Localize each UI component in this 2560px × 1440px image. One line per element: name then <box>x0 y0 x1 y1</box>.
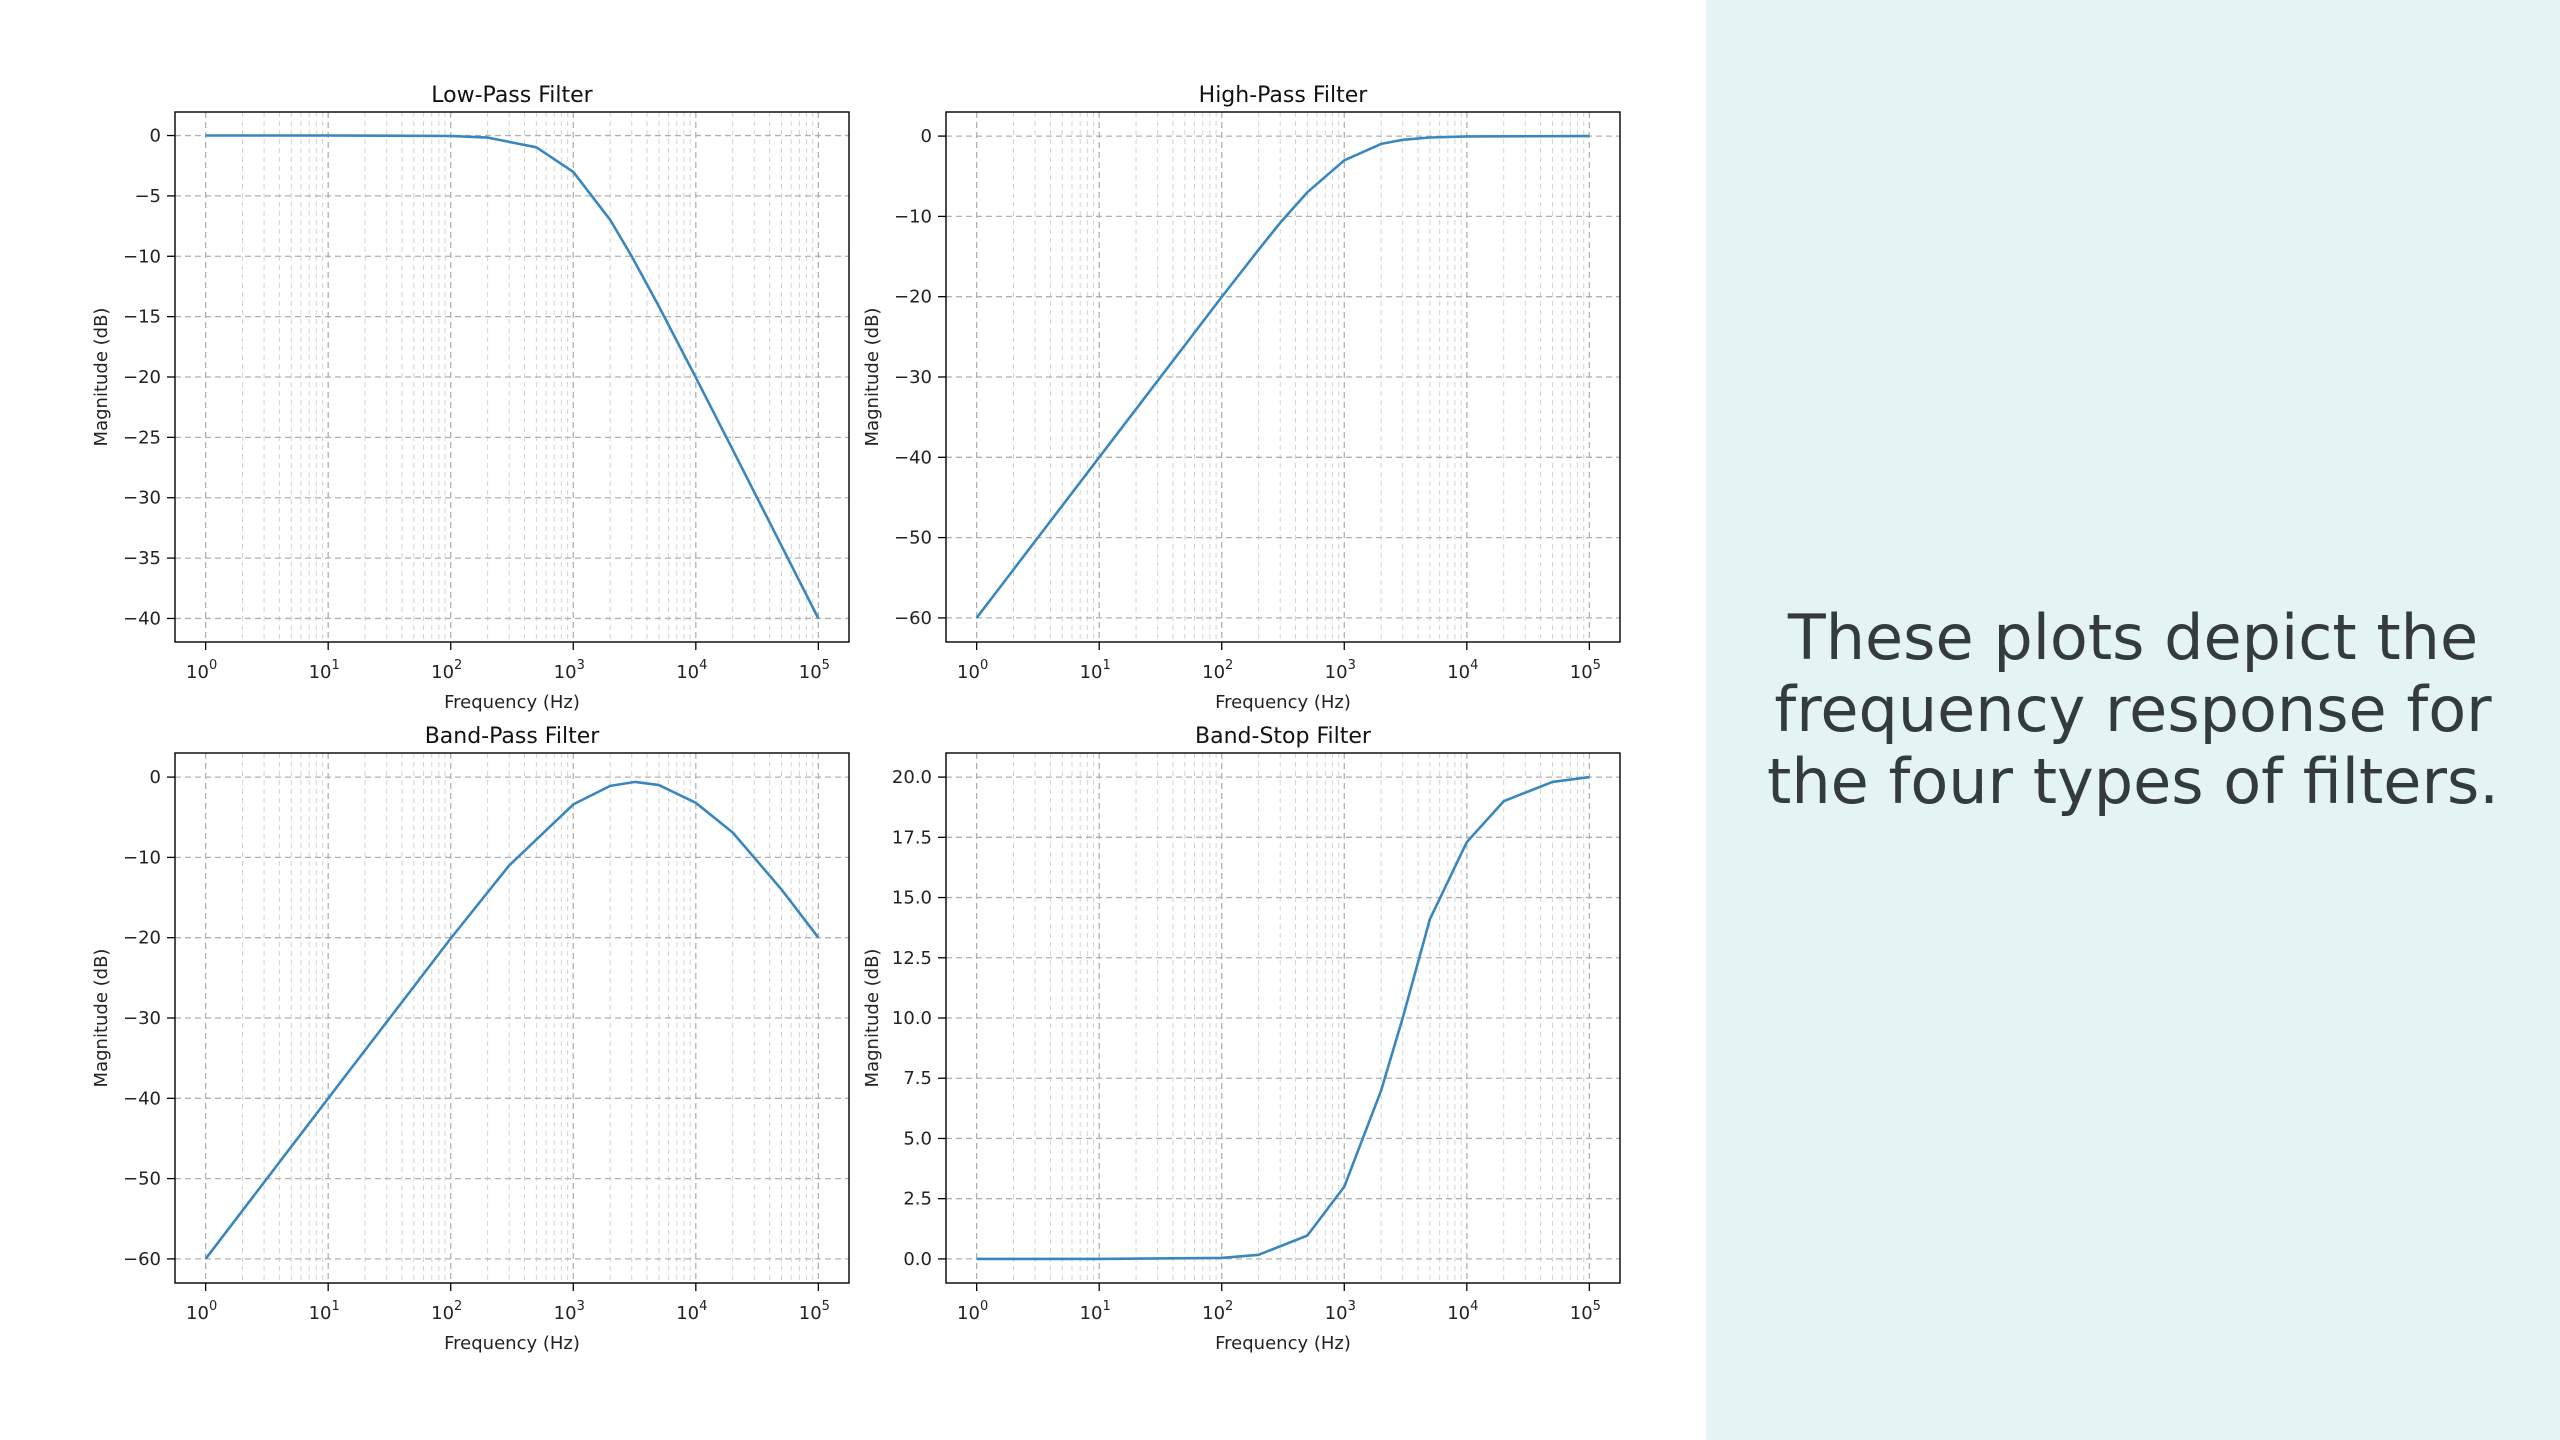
y-tick-label: 17.5 <box>892 827 932 848</box>
plot-frame <box>174 111 850 643</box>
filter-plots: 100 101 102 103 104 105 0 −5 −10 −15 −20 −25 −30 −35 −… <box>91 83 1621 1354</box>
y-axis-label: Magnitude (dB) <box>862 308 883 447</box>
series-line <box>204 780 820 1260</box>
y-tick-label: −50 <box>123 1169 161 1190</box>
x-tick-label: 100 <box>186 658 217 683</box>
y-tick-label: 7.5 <box>903 1068 932 1089</box>
y-tick-label: −20 <box>123 928 161 949</box>
x-tick-label: 102 <box>431 1299 462 1324</box>
x-tick-label: 103 <box>1325 658 1356 683</box>
y-tick-label: 2.5 <box>903 1189 932 1210</box>
charts-area: 100 101 102 103 104 105 0 −5 −10 −15 −20 −25 −30 −35 −… <box>91 83 1621 1354</box>
chart-panel: 100 101 102 103 104 105 0 −10 −20 −30 −40 −50 −60 Hig… <box>862 83 1621 713</box>
y-tick-label: 0 <box>150 126 161 147</box>
caption-line: frequency response for <box>1774 673 2492 746</box>
x-tick-label: 101 <box>1080 1299 1111 1324</box>
y-tick-label: 20.0 <box>892 767 932 788</box>
x-tick-label: 102 <box>1202 1299 1233 1324</box>
x-tick-label: 100 <box>186 1299 217 1324</box>
x-tick-label: 101 <box>309 1299 340 1324</box>
caption-line: the four types of filters. <box>1767 745 2499 818</box>
x-tick-label: 104 <box>1447 1299 1478 1324</box>
plot-frame <box>945 752 1621 1284</box>
y-axis-label: Magnitude (dB) <box>862 949 883 1088</box>
x-tick-label: 101 <box>1080 658 1111 683</box>
x-tick-label: 100 <box>957 658 988 683</box>
chart-panel: 100 101 102 103 104 105 0.0 2.5 5.0 7.5 10.0 12.5 15… <box>862 724 1621 1354</box>
x-tick-label: 105 <box>1570 1299 1601 1324</box>
y-tick-label: −10 <box>894 206 932 227</box>
x-tick-label: 101 <box>309 658 340 683</box>
y-tick-label: 5.0 <box>903 1128 932 1149</box>
y-tick-label: −60 <box>123 1249 161 1270</box>
x-tick-label: 104 <box>676 1299 707 1324</box>
y-tick-label: 12.5 <box>892 948 932 969</box>
caption-line: These plots depict the <box>1787 601 2479 674</box>
chart-title: Band-Pass Filter <box>425 724 601 749</box>
x-tick-label: 102 <box>431 658 462 683</box>
chart-title: Low-Pass Filter <box>431 83 593 108</box>
series-line <box>975 134 1590 619</box>
chart-title: High-Pass Filter <box>1199 83 1369 108</box>
chart-panel: 100 101 102 103 104 105 0 −10 −20 −30 −40 −50 −60 Ban… <box>91 724 850 1354</box>
x-tick-label: 103 <box>1325 1299 1356 1324</box>
x-axis-label: Frequency (Hz) <box>1215 692 1351 713</box>
y-tick-label: −40 <box>894 447 932 468</box>
y-tick-label: −15 <box>123 307 161 328</box>
y-tick-label: −40 <box>123 608 161 629</box>
x-tick-label: 102 <box>1202 658 1233 683</box>
chart-title: Band-Stop Filter <box>1195 724 1372 749</box>
y-tick-label: −30 <box>894 367 932 388</box>
y-tick-label: −10 <box>123 847 161 868</box>
plot-frame <box>945 111 1621 643</box>
y-tick-label: −5 <box>134 186 161 207</box>
y-tick-label: 10.0 <box>892 1008 932 1029</box>
x-tick-label: 103 <box>554 658 585 683</box>
y-tick-label: −20 <box>894 287 932 308</box>
y-tick-label: −60 <box>894 608 932 629</box>
y-tick-label: −50 <box>894 528 932 549</box>
y-tick-label: 0 <box>921 126 932 147</box>
x-tick-label: 105 <box>799 1299 830 1324</box>
caption-panel: These plots depict the frequency respons… <box>1706 0 2560 1440</box>
y-tick-label: −35 <box>123 548 161 569</box>
y-tick-label: −20 <box>123 367 161 388</box>
x-axis-label: Frequency (Hz) <box>1215 1333 1351 1354</box>
x-tick-label: 100 <box>957 1299 988 1324</box>
y-tick-label: 0.0 <box>903 1249 932 1270</box>
x-tick-label: 103 <box>554 1299 585 1324</box>
x-tick-label: 105 <box>799 658 830 683</box>
y-tick-label: −40 <box>123 1088 161 1109</box>
y-tick-label: −30 <box>123 488 161 509</box>
y-tick-label: −25 <box>123 427 161 448</box>
plot-frame <box>174 752 850 1284</box>
chart-panel: 100 101 102 103 104 105 0 −5 −10 −15 −20 −25 −30 −35 −… <box>91 83 850 713</box>
y-tick-label: 15.0 <box>892 888 932 909</box>
x-tick-label: 104 <box>676 658 707 683</box>
y-tick-label: −30 <box>123 1008 161 1029</box>
series-line <box>976 775 1590 1261</box>
y-tick-label: −10 <box>123 246 161 267</box>
x-tick-label: 104 <box>1447 658 1478 683</box>
y-tick-label: 0 <box>150 767 161 788</box>
y-axis-label: Magnitude (dB) <box>91 949 112 1088</box>
x-axis-label: Frequency (Hz) <box>444 1333 580 1354</box>
x-tick-label: 105 <box>1570 658 1601 683</box>
series-line <box>205 134 820 620</box>
y-axis-label: Magnitude (dB) <box>91 308 112 447</box>
x-axis-label: Frequency (Hz) <box>444 692 580 713</box>
caption-text: These plots depict the frequency respons… <box>1706 602 2560 818</box>
